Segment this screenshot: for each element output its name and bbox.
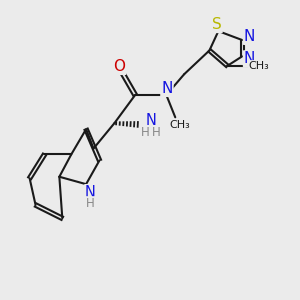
Text: CH₃: CH₃ xyxy=(169,120,190,130)
Text: N: N xyxy=(244,29,255,44)
Text: N: N xyxy=(85,185,96,200)
Text: N: N xyxy=(244,51,255,66)
Text: S: S xyxy=(212,17,222,32)
Text: N: N xyxy=(146,113,156,128)
Text: H: H xyxy=(141,126,150,139)
Text: CH₃: CH₃ xyxy=(249,61,269,71)
Text: O: O xyxy=(113,59,125,74)
Text: H: H xyxy=(86,197,95,210)
Text: H: H xyxy=(152,126,160,139)
Text: N: N xyxy=(161,81,172,96)
